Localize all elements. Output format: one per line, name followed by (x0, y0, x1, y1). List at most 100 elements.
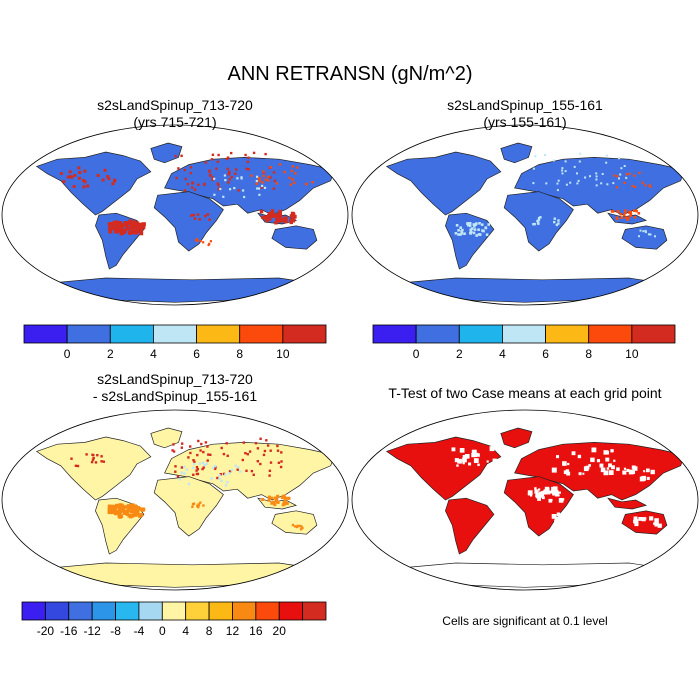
grid-cell-case2 (459, 226, 462, 229)
grid-cell-ttest (552, 491, 556, 495)
colorbar-diff-label: 12 (226, 624, 240, 638)
grid-cell-diff (74, 464, 78, 467)
land-south-america-case2 (445, 212, 495, 270)
grid-cell-diff (100, 460, 103, 463)
grid-cell-case1 (279, 217, 283, 221)
grid-cell-diff (181, 442, 184, 445)
grid-cell-diff (204, 441, 208, 444)
grid-cell-case1 (257, 187, 261, 190)
grid-cell-case2 (536, 219, 539, 223)
grid-cell-case1 (264, 217, 268, 221)
colorbar-case2-box (372, 324, 417, 344)
grid-cell-diff (127, 513, 132, 518)
grid-cell-case1 (204, 214, 207, 218)
grid-cell-ttest (644, 517, 647, 520)
grid-cell-case2 (577, 179, 580, 182)
grid-cell-case1 (208, 218, 211, 221)
grid-cell-diff (269, 449, 272, 452)
grid-cell-case2 (629, 214, 632, 218)
grid-cell-case1 (240, 177, 243, 180)
grid-cell-case2 (623, 165, 626, 167)
grid-cell-case1 (83, 169, 87, 173)
grid-cell-diff (244, 452, 247, 455)
grid-cell-case2 (473, 225, 476, 228)
grid-cell-diff (172, 443, 175, 446)
grid-cell-ttest (554, 516, 560, 522)
grid-cell-case1 (296, 166, 299, 169)
grid-cell-case2 (595, 172, 598, 175)
grid-cell-case2 (612, 182, 615, 185)
colorbar-diff-box (138, 601, 163, 621)
grid-cell-ttest (459, 448, 465, 453)
grid-cell-ttest (473, 458, 479, 464)
grid-cell-ttest (558, 491, 561, 494)
grid-cell-diff (192, 462, 196, 466)
grid-cell-case1 (207, 243, 210, 247)
grid-cell-diff (189, 445, 192, 448)
grid-cell-case1 (291, 219, 296, 223)
grid-cell-case2 (610, 210, 614, 213)
grid-cell-case1 (211, 178, 214, 181)
grid-cell-case1 (69, 175, 73, 179)
grid-cell-case2 (534, 155, 537, 158)
grid-cell-diff (268, 469, 272, 472)
grid-cell-case2 (573, 165, 576, 168)
grid-cell-case2 (463, 232, 466, 235)
colorbar-case2-box (415, 324, 460, 344)
colorbar-case1-box (23, 324, 68, 344)
grid-cell-diff (135, 511, 140, 515)
grid-cell-case2 (569, 181, 572, 184)
grid-cell-case2 (629, 212, 633, 216)
grid-cell-ttest (613, 459, 616, 462)
colorbar-diff-box (91, 601, 116, 621)
grid-cell-diff (241, 458, 244, 462)
grid-cell-case1 (189, 171, 193, 175)
grid-cell-case1 (130, 230, 135, 235)
colorbar-diff-label: -16 (60, 624, 78, 638)
grid-cell-case2 (532, 182, 535, 185)
land-indonesia-ttest (607, 497, 648, 510)
grid-cell-diff (202, 504, 205, 507)
grid-cell-case1 (72, 185, 76, 188)
grid-cell-diff (178, 478, 181, 481)
grid-cell-case2 (644, 229, 647, 232)
grid-cell-diff (299, 528, 303, 531)
grid-cell-case1 (191, 181, 194, 184)
colorbar-diff-label: 0 (159, 624, 166, 638)
grid-cell-diff (219, 473, 222, 476)
land-antarctica-case2 (374, 277, 679, 303)
colorbar-case1-label: 4 (150, 347, 157, 361)
grid-cell-case1 (113, 227, 118, 232)
grid-cell-case1 (274, 221, 278, 225)
grid-cell-diff (214, 464, 217, 468)
grid-cell-case1 (311, 181, 314, 184)
grid-cell-case1 (198, 218, 201, 221)
grid-cell-diff (270, 496, 274, 500)
grid-cell-diff (218, 474, 221, 477)
grid-cell-case1 (262, 174, 265, 178)
grid-cell-diff (236, 468, 239, 471)
grid-cell-case1 (247, 168, 250, 171)
grid-cell-case1 (190, 214, 193, 217)
grid-cell-ttest (551, 514, 557, 519)
colorbar-case1-label: 10 (276, 347, 290, 361)
colorbar-case1-box (239, 324, 284, 344)
grid-cell-case2 (644, 184, 647, 187)
panel-title-case1: s2sLandSpinup_713-720 (yrs 715-721) (25, 97, 325, 131)
colorbar-case2-box (502, 324, 546, 344)
grid-cell-ttest (451, 447, 456, 452)
grid-cell-diff (222, 472, 226, 476)
colorbar-case1-label: 2 (107, 347, 114, 361)
panel-title-case2-line2: (yrs 155-161) (483, 114, 567, 130)
grid-cell-case2 (616, 175, 619, 178)
grid-cell-case2 (467, 222, 471, 225)
grid-cell-case1 (129, 221, 134, 226)
grid-cell-diff (180, 471, 183, 474)
grid-cell-case1 (228, 170, 231, 173)
grid-cell-case1 (222, 195, 225, 198)
grid-cell-diff (293, 525, 297, 528)
grid-cell-ttest (596, 459, 601, 463)
grid-cell-case2 (624, 211, 627, 214)
grid-cell-case2 (648, 184, 651, 187)
